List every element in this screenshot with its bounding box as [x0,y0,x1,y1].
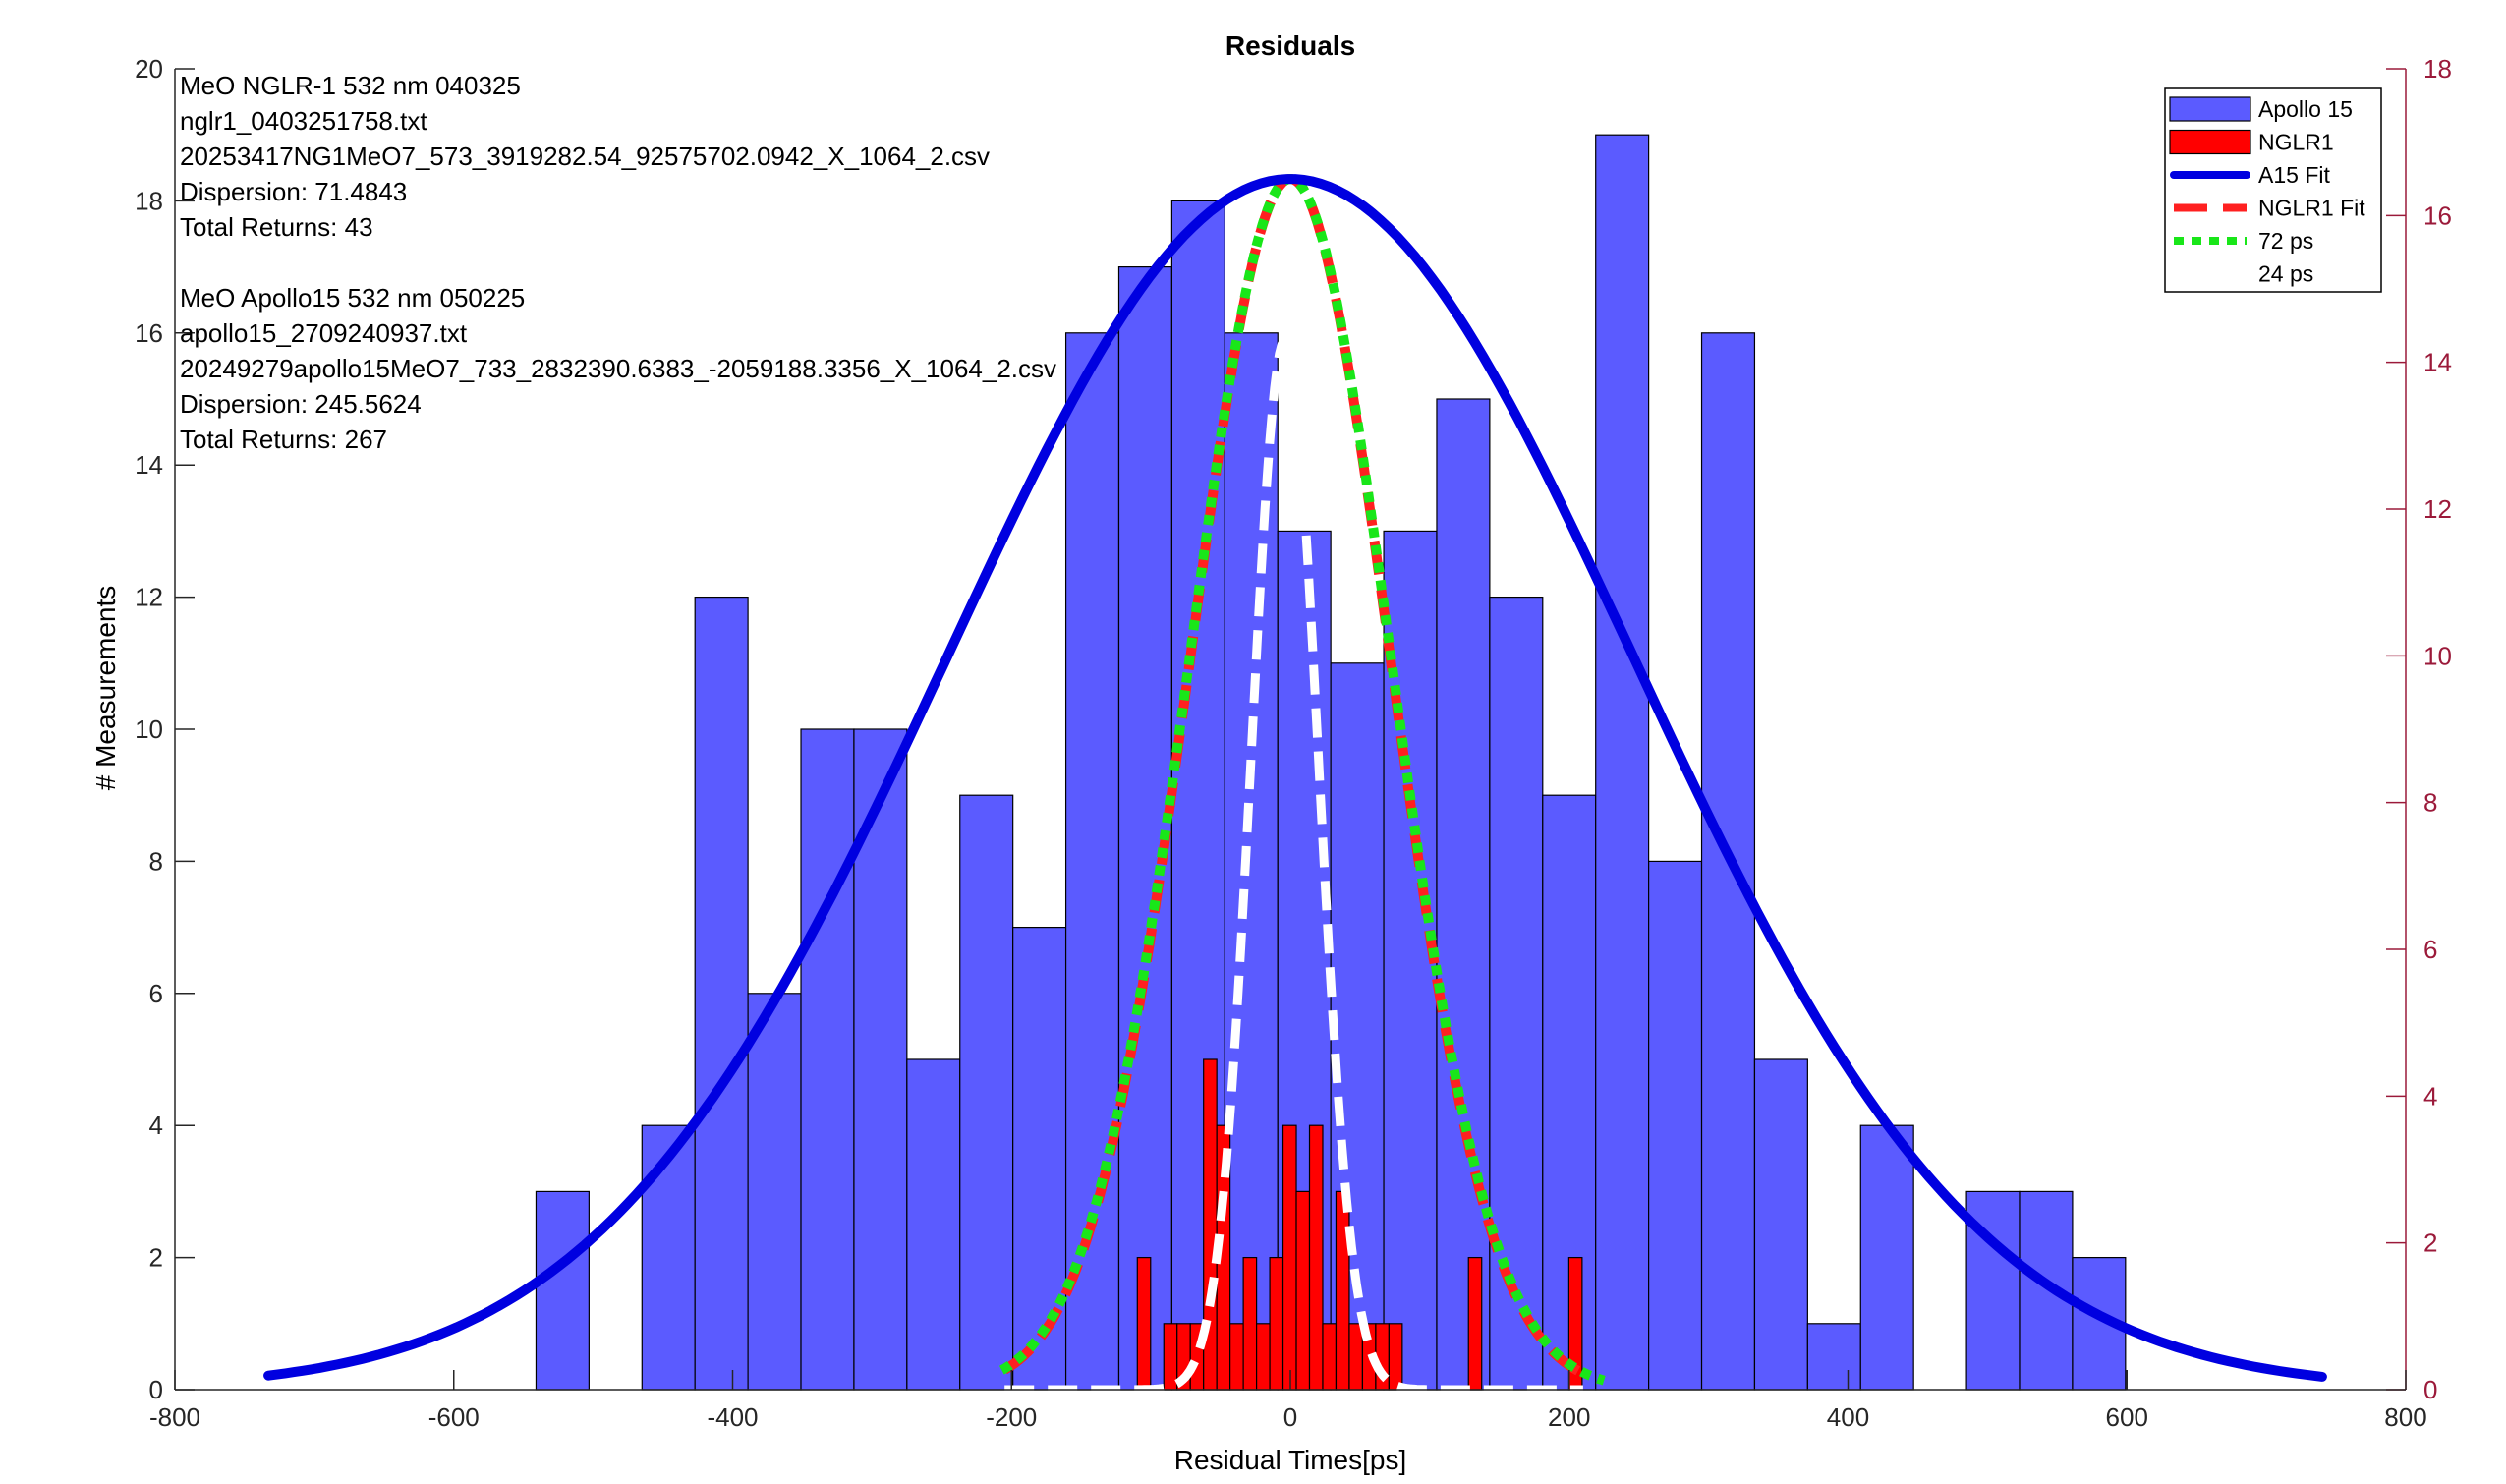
info-line-7: apollo15_2709240937.txt [180,318,468,348]
right-tick-label-8: 8 [2423,788,2437,818]
nglr1-bar-7 [1242,1256,1258,1391]
x-tick-label--800: -800 [149,1402,200,1432]
left-tick-label-12: 12 [135,583,163,612]
info-line-0: MeO NGLR-1 532 nm 040325 [180,71,521,100]
nglr1-bar-1 [1163,1323,1178,1391]
x-tick-label-0: 0 [1283,1402,1297,1432]
right-axis: 0 2 4 6 8 10 12 14 16 18 [2386,54,2452,1404]
left-tick-label-14: 14 [135,450,163,480]
left-tick-label-20: 20 [135,54,163,84]
x-axis-label: Residual Times[ps] [1174,1445,1407,1475]
legend-label-72-ps: 72 ps [2258,228,2313,254]
info-annotation: MeO NGLR-1 532 nm 040325 nglr1_0403251758… [180,71,1056,454]
chart-title: Residuals [1225,30,1355,61]
right-tick-label-16: 16 [2423,200,2452,230]
left-tick-label-18: 18 [135,186,163,215]
left-tick-label-2: 2 [149,1243,163,1273]
legend-label-nglr1: NGLR1 [2258,130,2334,155]
apollo15-bar-7 [959,794,1014,1391]
apollo15-bar-12 [1224,332,1279,1391]
y-axis-label: # Measurements [90,586,121,791]
left-tick-label-6: 6 [149,979,163,1008]
a15-fit-curve [263,174,2327,1382]
right-tick-label-12: 12 [2423,494,2452,524]
nglr1-bar-0 [1136,1256,1152,1391]
info-line-10: Total Returns: 267 [180,425,387,454]
apollo15-bar-3 [747,993,802,1391]
info-line-4: Total Returns: 43 [180,212,373,242]
nglr1-bar-9 [1269,1256,1284,1391]
apollo15-bar-6 [906,1058,961,1391]
apollo15-bar-8 [1012,926,1067,1391]
x-tick-label--200: -200 [986,1402,1037,1432]
right-tick-label-10: 10 [2423,641,2452,670]
right-tick-label-18: 18 [2423,54,2452,84]
right-tick-label-0: 0 [2423,1375,2437,1404]
legend: Apollo 15 NGLR1 A15 Fit NGLR1 Fit 72 ps 24 ps [2164,87,2382,293]
right-tick-label-4: 4 [2423,1081,2437,1111]
left-tick-label-10: 10 [135,714,163,744]
x-tick-label-200: 200 [1548,1402,1590,1432]
info-line-8: 20249279apollo15MeO7_733_2832390.6383_-2… [180,354,1056,383]
info-line-3: Dispersion: 71.4843 [180,177,407,206]
apollo15-bar-16 [1436,398,1491,1391]
legend-box [2164,87,2382,293]
apollo15-bar-0 [535,1190,590,1391]
nglr1-bar-12 [1308,1124,1324,1391]
info-line-6: MeO Apollo15 532 nm 050225 [180,283,525,313]
legend-label-apollo-15: Apollo 15 [2258,96,2353,122]
info-line-9: Dispersion: 245.5624 [180,389,422,419]
legend-label-nglr1-fit: NGLR1 Fit [2258,196,2365,221]
x-tick-label-600: 600 [2106,1402,2148,1432]
info-line-1: nglr1_0403251758.txt [180,106,427,136]
legend-swatch-apollo-15 [2169,96,2251,122]
apollo15-bar-20 [1648,860,1703,1391]
nglr1-bar-13 [1322,1323,1338,1391]
nglr1-bar-18 [1388,1323,1403,1391]
72-ps-curve [998,173,1606,1386]
info-line-2: 20253417NG1MeO7_573_3919282.54_92575702.… [180,142,990,171]
right-tick-label-14: 14 [2423,348,2452,377]
nglr1-bar-15 [1348,1323,1364,1391]
apollo15-bar-4 [800,728,855,1391]
nglr1-bar-6 [1229,1323,1244,1391]
nglr1-bar-14 [1335,1190,1350,1391]
x-tick-label--600: -600 [428,1402,480,1432]
nglr1-bar-11 [1295,1190,1311,1391]
apollo15-bar-2 [694,596,749,1391]
left-tick-label-8: 8 [149,846,163,876]
apollo15-bar-23 [1806,1323,1861,1391]
plot-area [263,134,2327,1395]
left-tick-label-4: 4 [149,1111,163,1140]
nglr1-bar-10 [1281,1124,1297,1391]
x-tick-label--400: -400 [707,1402,758,1432]
apollo15-bar-1 [641,1124,696,1391]
nglr1-bar-19 [1467,1256,1483,1391]
x-tick-label-800: 800 [2384,1402,2426,1432]
bottom-axis: -800 -600 -400 -200 0 200 400 600 800 [149,1370,2427,1432]
left-axis: 0 2 4 6 8 10 12 14 16 18 20 [135,54,195,1404]
legend-label-24-ps: 24 ps [2258,261,2313,287]
x-tick-label-400: 400 [1827,1402,1869,1432]
right-tick-label-2: 2 [2423,1228,2437,1258]
apollo15-bar-17 [1489,596,1544,1391]
legend-swatch-nglr1 [2169,129,2251,155]
left-tick-label-16: 16 [135,318,163,348]
apollo15-bar-24 [1859,1124,1914,1391]
apollo15-bar-10 [1117,266,1173,1391]
right-tick-label-6: 6 [2423,935,2437,964]
nglr1-bar-8 [1255,1323,1271,1391]
apollo15-bar-22 [1753,1058,1808,1391]
apollo15-bar-19 [1595,134,1650,1391]
left-tick-label-0: 0 [149,1375,163,1404]
legend-label-a15-fit: A15 Fit [2258,162,2330,188]
